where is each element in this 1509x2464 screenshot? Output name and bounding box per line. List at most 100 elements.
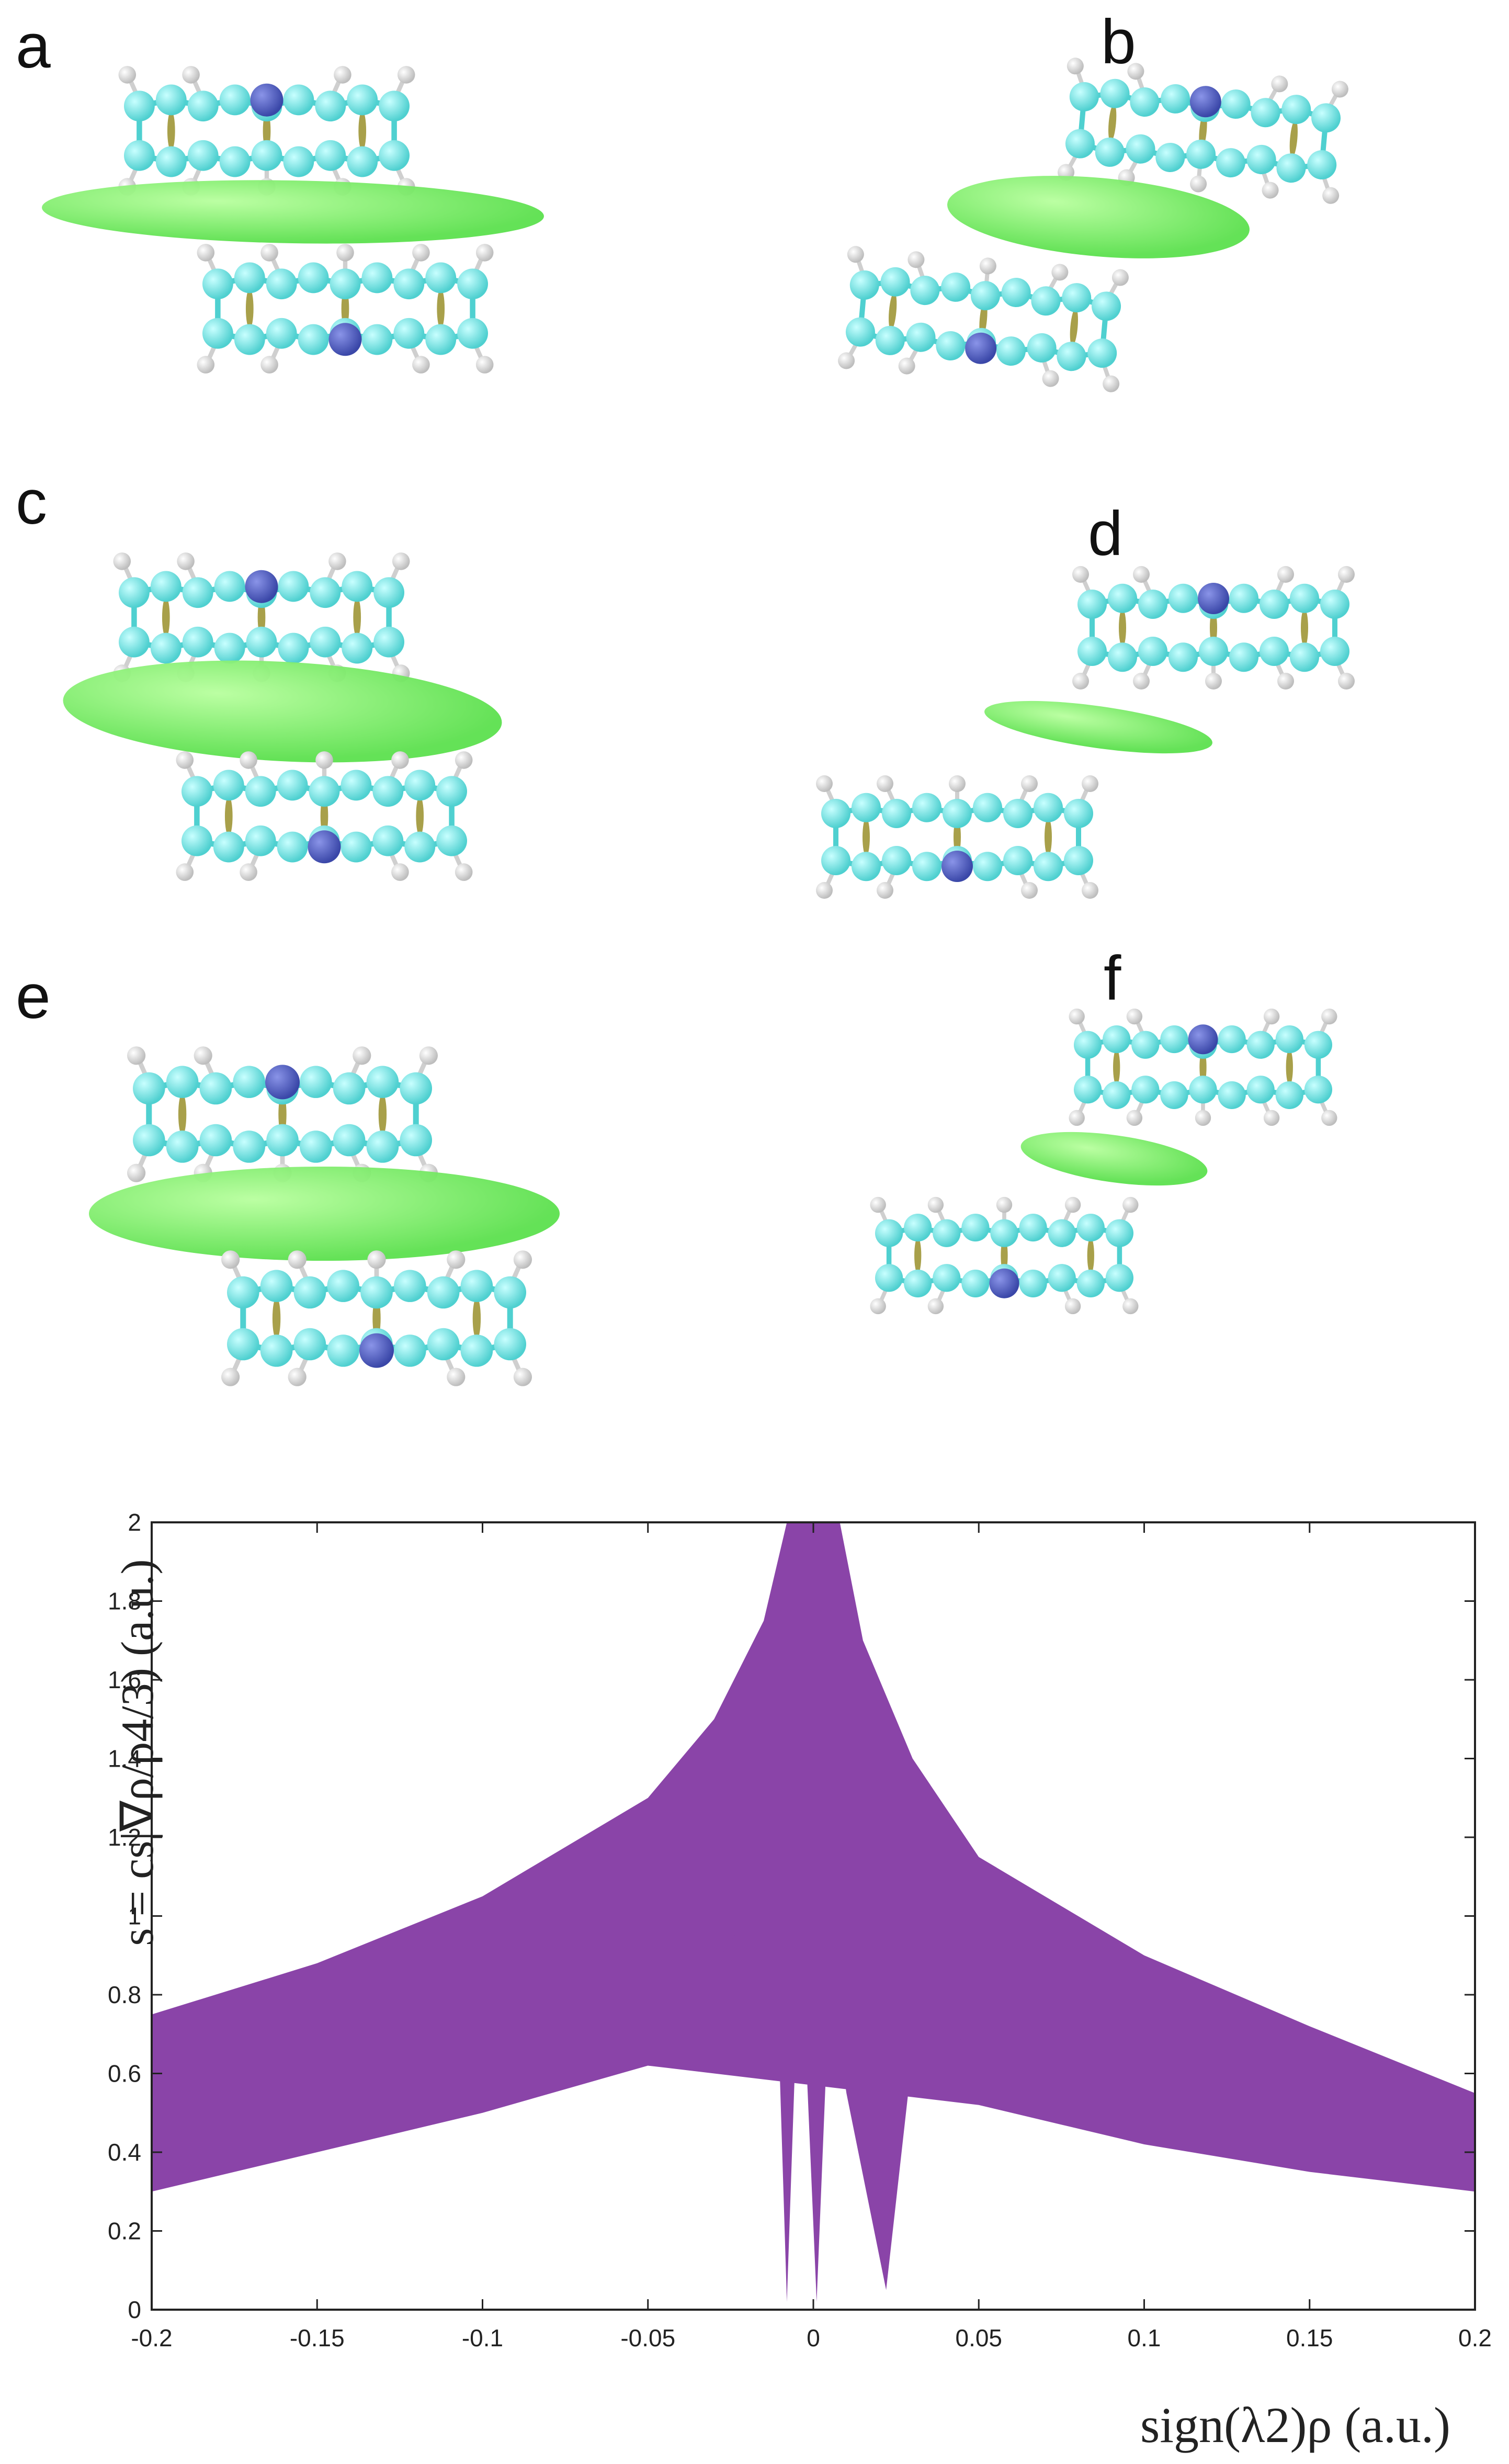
ring-critical-point <box>378 1093 387 1135</box>
carbon-atom <box>1229 583 1258 613</box>
carbon-atom <box>309 776 340 807</box>
hydrogen-atom <box>455 863 473 881</box>
carbon-atom <box>1001 278 1031 308</box>
carbon-atom <box>1087 338 1117 368</box>
ring-critical-point <box>224 796 233 836</box>
nitrogen-atom <box>989 1268 1019 1298</box>
y-tick-label: 1.4 <box>108 1745 141 1772</box>
hydrogen-atom <box>877 775 893 792</box>
carbon-atom <box>1103 1025 1131 1054</box>
carbon-atom <box>266 268 297 300</box>
carbon-atom <box>882 799 911 828</box>
carbon-atom <box>457 318 488 349</box>
nci-isosurface-f <box>1020 1132 1208 1186</box>
hydrogen-atom <box>1195 1110 1211 1126</box>
carbon-atom <box>933 1219 961 1247</box>
carbon-atom <box>379 91 410 122</box>
carbon-atom <box>341 770 372 801</box>
molecule <box>113 552 410 682</box>
carbon-atom <box>1057 342 1086 371</box>
carbon-atom <box>278 571 309 602</box>
carbon-atom <box>214 571 245 602</box>
nitrogen-atom <box>245 570 278 603</box>
carbon-atom <box>904 1213 932 1242</box>
carbon-atom <box>821 799 850 828</box>
carbon-atom <box>1260 590 1289 619</box>
carbon-atom <box>187 140 219 171</box>
hydrogen-atom <box>127 1163 146 1182</box>
hydrogen-atom <box>838 352 855 369</box>
carbon-atom <box>293 1276 326 1309</box>
carbon-atom <box>1199 637 1228 666</box>
carbon-atom <box>266 1124 299 1157</box>
hydrogen-atom <box>221 1367 240 1386</box>
carbon-atom <box>1246 144 1276 174</box>
carbon-atom <box>1064 846 1093 875</box>
hydrogen-atom <box>1051 264 1069 281</box>
hydrogen-atom <box>1064 1298 1081 1315</box>
molecule <box>197 244 494 374</box>
carbon-atom <box>1290 583 1319 613</box>
x-axis-label-text: sign(λ2)ρ (a.u.) <box>1140 2397 1450 2453</box>
carbon-atom <box>1275 1025 1303 1054</box>
carbon-atom <box>310 626 341 658</box>
hydrogen-atom <box>1126 1110 1143 1126</box>
hydrogen-atom <box>1103 375 1120 392</box>
panel-label-f: f <box>1104 943 1121 1013</box>
carbon-atom <box>906 322 936 352</box>
ring-critical-point <box>1045 818 1052 856</box>
carbon-atom <box>436 776 467 807</box>
carbon-atom <box>1307 150 1337 180</box>
carbon-atom <box>1160 1081 1188 1110</box>
hydrogen-atom <box>1321 1008 1337 1025</box>
carbon-atom <box>283 84 314 116</box>
hydrogen-atom <box>475 244 494 262</box>
carbon-atom <box>436 825 467 856</box>
carbon-atom <box>1131 1076 1160 1104</box>
carbon-atom <box>150 632 181 664</box>
carbon-atom <box>910 276 940 306</box>
ring-critical-point <box>162 597 170 637</box>
ring-critical-point <box>1286 1049 1293 1086</box>
carbon-atom <box>1105 1264 1133 1292</box>
hydrogen-atom <box>1072 566 1089 583</box>
ring-critical-point <box>1301 609 1308 647</box>
nitrogen-atom <box>941 851 973 882</box>
hydrogen-atom <box>197 356 215 374</box>
carbon-atom <box>1131 1031 1160 1059</box>
x-tick-label: 0.1 <box>1128 2324 1161 2352</box>
hydrogen-atom <box>240 863 257 881</box>
carbon-atom <box>1260 637 1289 666</box>
panel-label-a: a <box>16 11 51 81</box>
ring-critical-point <box>1108 104 1117 142</box>
carbon-atom <box>1064 799 1093 828</box>
carbon-atom <box>347 146 378 177</box>
hydrogen-atom <box>118 66 137 84</box>
nitrogen-atom <box>965 332 997 364</box>
hydrogen-atom <box>1021 775 1038 792</box>
nitrogen-atom <box>359 1333 394 1368</box>
carbon-atom <box>1003 846 1033 875</box>
hydrogen-atom <box>447 1250 466 1269</box>
carbon-atom <box>1077 637 1107 666</box>
carbon-atom <box>1320 637 1349 666</box>
carbon-atom <box>1275 1081 1303 1110</box>
scatter-spikes <box>648 1877 979 2302</box>
carbon-atom <box>124 91 155 122</box>
hydrogen-atom <box>288 1367 307 1386</box>
hydrogen-atom <box>315 751 333 769</box>
ring-critical-point <box>437 289 445 329</box>
hydrogen-atom <box>197 244 215 262</box>
carbon-atom <box>1019 1213 1047 1242</box>
ring-critical-point <box>472 1297 481 1339</box>
carbon-atom <box>219 146 251 177</box>
x-axis-label: sign(λ2)ρ (a.u.) <box>1140 2396 1450 2454</box>
carbon-atom <box>1076 1213 1105 1242</box>
carbon-atom <box>973 852 1002 881</box>
carbon-atom <box>298 262 329 293</box>
carbon-atom <box>1095 137 1125 167</box>
carbon-atom <box>875 1219 903 1247</box>
carbon-atom <box>875 325 905 355</box>
carbon-atom <box>1076 1269 1105 1298</box>
y-tick-label: 0.8 <box>108 1981 141 2008</box>
